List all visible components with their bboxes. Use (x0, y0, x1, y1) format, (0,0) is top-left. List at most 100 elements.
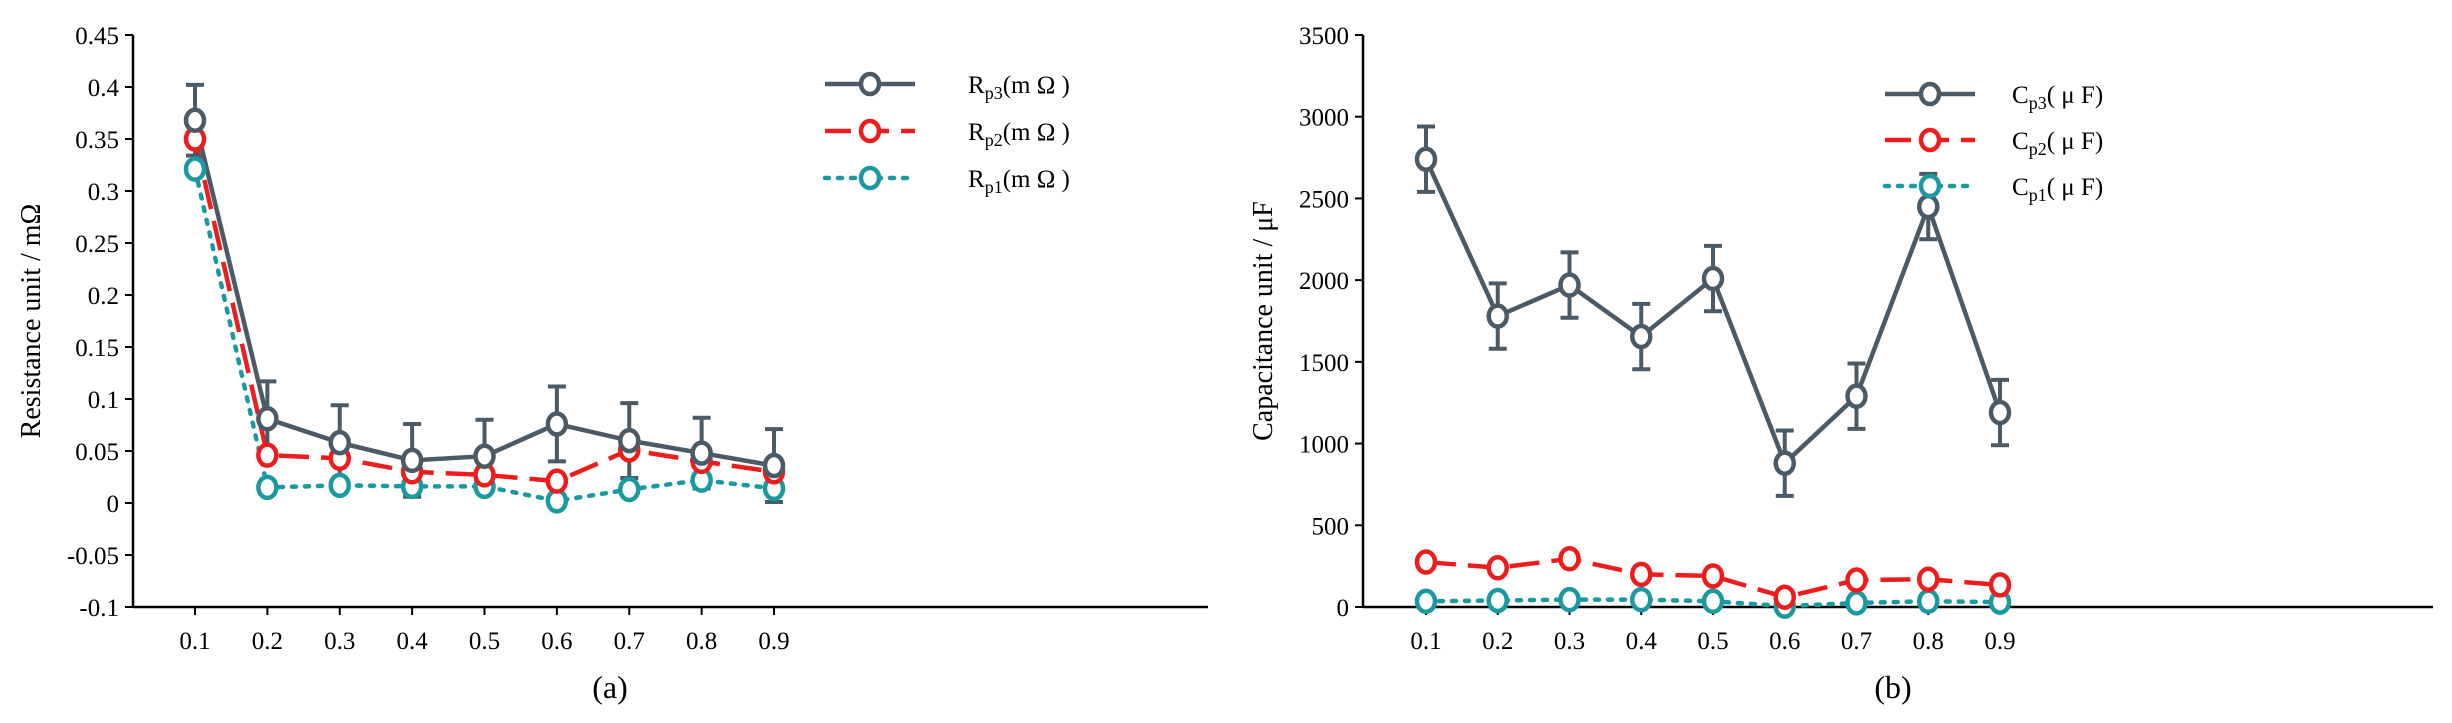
series-line-p2 (1425, 556, 2001, 600)
legend-label-p1: Rp1(m Ω ) (968, 166, 1070, 197)
legend-label-p3: Rp3(m Ω ) (968, 72, 1070, 103)
data-point-p1 (1414, 588, 1438, 615)
x-tick-label: 0.6 (1769, 628, 1800, 655)
y-tick-label: 0.4 (88, 75, 120, 102)
data-point-p2 (1486, 555, 1509, 581)
legend-label-p1: Cp1( μ F) (2012, 174, 2103, 205)
data-point-p2 (1558, 546, 1581, 572)
y-tick-label: 1000 (1299, 432, 1349, 459)
data-point-p2 (1845, 567, 1868, 593)
series-line-p2 (192, 138, 775, 484)
y-tick-label: 0 (1337, 595, 1350, 622)
chart-caption: (b) (1874, 669, 1911, 705)
data-point-p2 (1773, 584, 1796, 610)
y-tick-label: -0.1 (79, 595, 119, 622)
y-axis-label: Resistance unit / mΩ (16, 204, 47, 439)
y-tick-label: 1500 (1299, 350, 1349, 377)
data-point-p1 (1845, 590, 1868, 616)
y-tick-label: 0.05 (75, 439, 119, 466)
x-tick-label: 0.2 (252, 628, 283, 655)
x-tick-label: 0.7 (1841, 628, 1872, 655)
y-tick-label: 2500 (1299, 186, 1349, 213)
x-tick-label: 0.8 (686, 628, 717, 655)
data-point-p3 (1773, 450, 1796, 476)
data-point-p1 (618, 476, 641, 503)
y-tick-label: 500 (1312, 513, 1350, 540)
data-point-p3 (473, 443, 496, 469)
legend-label-p2: Rp2(m Ω ) (968, 119, 1070, 150)
data-point-p3 (1917, 193, 1940, 220)
y-tick-label: 0.3 (88, 179, 119, 206)
legend-label-p3: Cp3( μ F) (2012, 82, 2103, 113)
series-line-p1 (192, 166, 777, 504)
legend-marker-p3 (1918, 81, 1942, 107)
x-tick-label: 0.5 (1697, 628, 1728, 655)
data-point-p3 (1558, 272, 1581, 298)
data-point-p3 (1988, 399, 2012, 426)
data-point-p1 (1558, 586, 1581, 613)
data-point-p3 (1845, 383, 1868, 409)
data-point-p3 (183, 107, 207, 134)
y-tick-label: 0 (107, 491, 120, 518)
data-point-p3 (328, 429, 351, 456)
y-tick-label: -0.05 (67, 543, 119, 570)
data-point-p3 (256, 406, 279, 432)
data-point-p2 (1917, 566, 1940, 592)
y-tick-label: 2000 (1299, 268, 1349, 295)
data-point-p1 (183, 156, 207, 182)
legend-marker-p1 (1918, 173, 1942, 199)
data-point-p2 (1630, 561, 1653, 588)
data-point-p1 (328, 472, 351, 499)
data-point-p1 (1701, 588, 1725, 615)
y-tick-label: 3000 (1299, 105, 1349, 132)
data-point-p1 (1630, 586, 1653, 613)
data-point-p2 (545, 468, 569, 494)
data-point-p3 (762, 452, 786, 479)
data-point-p3 (1486, 303, 1509, 329)
chart-caption: (a) (592, 669, 628, 705)
x-tick-label: 0.7 (614, 628, 645, 655)
x-tick-label: 0.2 (1482, 628, 1513, 655)
x-tick-label: 0.4 (397, 628, 429, 655)
data-point-p3 (690, 440, 713, 466)
legend-label-p2: Cp2( μ F) (2012, 128, 2103, 159)
data-point-p3 (545, 411, 569, 437)
x-tick-label: 0.1 (179, 628, 210, 655)
x-tick-label: 0.1 (1410, 628, 1441, 655)
x-tick-label: 0.3 (324, 628, 355, 655)
y-tick-label: 0.45 (75, 23, 119, 50)
x-tick-label: 0.4 (1626, 628, 1658, 655)
x-tick-label: 0.3 (1554, 628, 1585, 655)
data-point-p1 (256, 474, 279, 501)
data-point-p3 (1701, 265, 1725, 292)
data-point-p3 (1414, 146, 1438, 172)
x-tick-label: 0.5 (469, 628, 500, 655)
data-point-p3 (618, 427, 641, 454)
y-axis-label: Capacitance unit / μF (1248, 201, 1279, 441)
y-tick-label: 0.1 (88, 387, 119, 414)
series-line-p3 (192, 119, 775, 468)
x-tick-label: 0.6 (541, 628, 572, 655)
data-point-p2 (1701, 563, 1725, 589)
legend-marker-p1 (858, 165, 882, 191)
legend-marker-p2 (1918, 127, 1942, 153)
data-point-p2 (1988, 572, 2012, 598)
x-tick-label: 0.9 (758, 628, 789, 655)
data-point-p3 (400, 447, 424, 474)
chart-panel-b: 0 500 1000 1500 2000 2500 3000 3500 0.1 0.2 0.3 0.4… (1248, 23, 2433, 705)
data-point-p3 (1630, 323, 1653, 350)
data-point-p2 (1414, 549, 1438, 575)
chart-panel-a: -0.1 -0.05 0 0.05 0.1 0.15 0.2 0.25 0.3 0.35 0.4 0.… (16, 23, 1208, 705)
data-point-p1 (1486, 587, 1509, 614)
y-tick-label: 0.2 (88, 283, 119, 310)
x-tick-label: 0.9 (1984, 628, 2015, 655)
y-tick-label: 0.35 (75, 127, 119, 154)
legend-marker-p2 (858, 118, 882, 144)
y-tick-label: 0.15 (75, 335, 119, 362)
data-point-p2 (256, 442, 279, 468)
x-tick-label: 0.8 (1913, 628, 1944, 655)
y-tick-label: 0.25 (75, 231, 119, 258)
legend-marker-p3 (858, 71, 882, 97)
data-point-p1 (1917, 588, 1940, 615)
